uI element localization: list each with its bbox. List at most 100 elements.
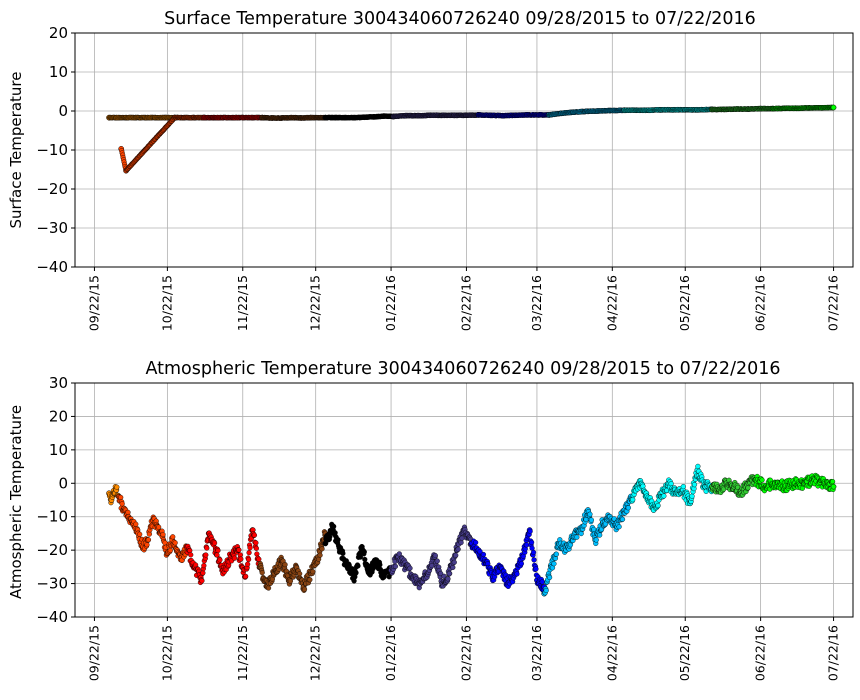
data-point	[619, 516, 626, 522]
series-9	[709, 474, 759, 498]
series-10	[769, 104, 837, 112]
data-point	[438, 570, 444, 577]
x-tick-label: 09/22/15	[86, 625, 101, 681]
data-point	[133, 521, 139, 527]
y-tick-label: 0	[58, 474, 68, 492]
data-point	[434, 558, 440, 564]
data-point	[243, 573, 249, 579]
data-point	[187, 548, 193, 554]
chart-title: Surface Temperature 300434060726240 09/2…	[164, 9, 756, 29]
data-point	[301, 586, 308, 592]
data-point	[587, 511, 593, 517]
data-point	[310, 569, 316, 575]
x-tick-label: 01/22/16	[383, 625, 398, 681]
data-point	[553, 551, 559, 557]
atmospheric-temperature-panel: Atmospheric Temperature 300434060726240 …	[7, 359, 854, 681]
data-point	[530, 549, 537, 556]
data-point	[453, 552, 459, 558]
y-tick-label: 20	[49, 407, 68, 425]
series-5	[390, 112, 482, 120]
data-point	[319, 546, 325, 552]
data-point	[451, 559, 457, 565]
y-axis: 30 20 10 0 −10 −20 −30 −40	[36, 374, 75, 626]
data-point	[145, 537, 152, 543]
data-point	[432, 552, 438, 559]
y-tick-label: −40	[36, 608, 68, 626]
x-tick-label: 10/22/15	[159, 275, 174, 331]
data-point	[137, 531, 143, 537]
y-tick-label: −20	[36, 180, 68, 198]
data-point	[593, 537, 599, 543]
series-0	[106, 114, 178, 121]
series-7	[541, 493, 635, 597]
y-tick-label: −40	[36, 258, 68, 276]
x-axis: 09/22/15 10/22/15 11/22/15 12/22/15 01/22/16…	[86, 617, 841, 681]
data-point	[259, 570, 265, 576]
data-point	[253, 545, 259, 551]
data-point	[597, 532, 603, 538]
data-point	[118, 494, 124, 501]
data-point	[188, 552, 194, 558]
data-point	[332, 530, 338, 536]
data-point	[446, 570, 453, 577]
x-tick-label: 10/22/15	[159, 625, 174, 681]
x-tick-label: 04/22/16	[604, 625, 619, 681]
data-point	[527, 528, 533, 534]
chart-title: Atmospheric Temperature 300434060726240 …	[145, 359, 780, 379]
data-point	[144, 542, 150, 548]
data-point	[172, 540, 178, 546]
data-point	[203, 552, 209, 558]
x-tick-label: 02/22/16	[458, 275, 473, 331]
data-point	[377, 562, 383, 568]
data-point	[531, 557, 537, 563]
data-point	[253, 540, 259, 546]
data-point	[625, 505, 631, 511]
data-point	[588, 517, 594, 523]
series-8	[628, 463, 715, 513]
x-tick-label: 09/22/15	[86, 275, 101, 331]
series-4	[322, 521, 394, 584]
grid	[75, 32, 853, 268]
y-tick-label: 20	[49, 24, 68, 42]
data-point	[307, 577, 313, 583]
data-point	[543, 587, 549, 594]
data-point	[745, 485, 751, 491]
x-tick-label: 12/22/15	[308, 625, 323, 681]
series-5	[388, 524, 475, 591]
data-point	[392, 563, 399, 570]
y-tick-label: −30	[36, 219, 68, 237]
series-8	[621, 106, 715, 114]
data-point	[655, 502, 661, 509]
data-point	[546, 574, 553, 581]
data-point	[396, 551, 402, 557]
data-point	[668, 481, 674, 487]
data-point	[691, 482, 698, 488]
data-point	[119, 501, 125, 507]
data-point	[514, 571, 520, 577]
data-point	[830, 104, 837, 111]
y-tick-label: −10	[36, 141, 68, 159]
data-point	[146, 531, 152, 537]
data-point	[282, 562, 288, 568]
data-point	[335, 537, 341, 543]
x-tick-label: 11/22/15	[235, 275, 250, 331]
x-tick-label: 01/22/16	[383, 275, 398, 331]
y-tick-label: 30	[49, 374, 68, 392]
y-tick-label: −20	[36, 541, 68, 559]
data-point	[689, 493, 695, 499]
x-tick-label: 06/22/16	[753, 625, 768, 681]
data-point	[661, 493, 667, 499]
data-point	[245, 561, 251, 567]
data-point	[455, 546, 461, 552]
y-tick-label: −10	[36, 508, 68, 526]
x-tick-label: 02/22/16	[458, 625, 473, 681]
data-point	[830, 483, 837, 490]
data-point	[445, 576, 451, 582]
series-7	[546, 107, 628, 118]
data-point	[533, 566, 539, 572]
data-point	[204, 545, 210, 551]
data-point	[458, 539, 464, 546]
data-point	[407, 565, 413, 571]
data-point	[551, 561, 557, 567]
data-point	[355, 563, 361, 569]
